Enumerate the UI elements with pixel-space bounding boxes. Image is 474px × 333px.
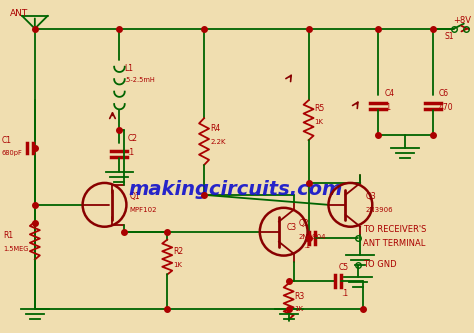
Text: Q2: Q2: [299, 219, 309, 228]
Text: .5-2.5mH: .5-2.5mH: [124, 77, 155, 83]
Text: S1: S1: [445, 32, 455, 41]
Text: C2: C2: [128, 134, 137, 143]
Text: 2N3904: 2N3904: [299, 234, 326, 240]
Text: 1K: 1K: [295, 306, 304, 312]
Text: C3: C3: [286, 223, 297, 232]
Text: R5: R5: [315, 104, 325, 113]
Text: 2N3906: 2N3906: [365, 207, 393, 213]
Text: 1.5MEG: 1.5MEG: [3, 246, 28, 252]
Text: TO GND: TO GND: [363, 260, 397, 269]
Text: Q3: Q3: [365, 192, 376, 201]
Text: ANT: ANT: [10, 9, 28, 18]
Text: C1: C1: [2, 136, 12, 145]
Text: C4: C4: [384, 89, 394, 98]
Text: 470: 470: [439, 103, 454, 112]
Text: Q1: Q1: [129, 192, 140, 201]
Text: C6: C6: [439, 89, 449, 98]
Text: makingcircuits.com: makingcircuits.com: [129, 180, 343, 199]
Text: TO RECEIVER'S: TO RECEIVER'S: [363, 225, 427, 234]
Text: .1: .1: [341, 289, 348, 298]
Text: 1K: 1K: [173, 261, 182, 267]
Text: R2: R2: [173, 247, 183, 256]
Text: 1K: 1K: [315, 119, 324, 125]
Text: .1: .1: [128, 148, 135, 157]
Text: .1: .1: [384, 103, 392, 112]
Text: 2.2K: 2.2K: [210, 139, 226, 145]
Text: MPF102: MPF102: [129, 207, 157, 213]
Text: L1: L1: [124, 64, 133, 73]
Text: .1: .1: [303, 241, 311, 250]
Text: R3: R3: [295, 292, 305, 301]
Text: 680pF: 680pF: [2, 150, 23, 156]
Text: R1: R1: [3, 231, 13, 240]
Text: R4: R4: [210, 124, 220, 133]
Text: ANT TERMINAL: ANT TERMINAL: [363, 239, 426, 248]
Text: C5: C5: [338, 263, 348, 272]
Text: +8V: +8V: [453, 16, 471, 25]
